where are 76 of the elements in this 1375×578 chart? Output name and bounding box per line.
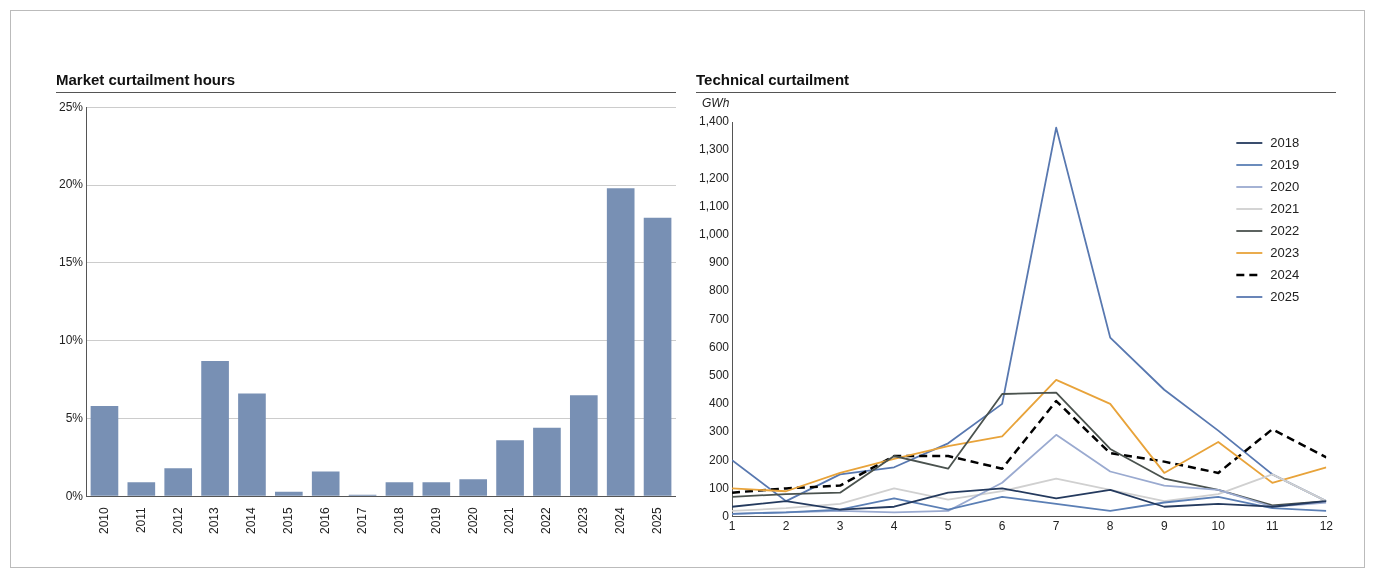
y-tick-label: 1,300 xyxy=(699,142,730,157)
x-tick-label: 2012 xyxy=(170,506,185,535)
line-series xyxy=(732,399,1327,494)
bar xyxy=(90,406,119,496)
bar xyxy=(238,393,266,496)
y-tick-label: 0 xyxy=(722,508,730,523)
bar xyxy=(311,471,340,496)
legend-label: 2019 xyxy=(1270,156,1300,172)
y-tick-label: 300 xyxy=(709,424,730,439)
y-tick-label: 200 xyxy=(709,452,730,467)
legend-label: 2024 xyxy=(1270,266,1300,282)
y-tick-label: 1,100 xyxy=(699,198,730,213)
x-tick-label: 9 xyxy=(1160,519,1168,534)
legend-label: 2023 xyxy=(1270,244,1300,260)
legend-label: 2020 xyxy=(1270,178,1300,194)
x-tick-label: 2021 xyxy=(502,506,517,535)
y-tick-label: 900 xyxy=(709,255,730,270)
bar xyxy=(496,440,524,496)
x-tick-label: 7 xyxy=(1052,519,1060,534)
legend-label: 2018 xyxy=(1270,134,1300,150)
y-tick-label: 0% xyxy=(65,488,84,503)
y-tick-label: 400 xyxy=(709,396,730,411)
x-tick-label: 5 xyxy=(944,519,952,534)
y-tick-label: 1,000 xyxy=(699,227,730,242)
x-tick-label: 2023 xyxy=(576,506,591,535)
x-tick-label: 2 xyxy=(782,519,790,534)
x-tick-label: 2016 xyxy=(318,506,333,535)
y-tick-label: 10% xyxy=(58,332,84,347)
x-tick-label: 2011 xyxy=(133,506,148,534)
y-tick-label: 800 xyxy=(709,283,730,298)
x-tick-label: 2020 xyxy=(465,506,480,535)
y-tick-label: 700 xyxy=(709,311,730,326)
x-tick-label: 2024 xyxy=(613,506,627,535)
chart-title: Technical curtailment xyxy=(696,71,1336,93)
y-tick-label: 15% xyxy=(58,255,84,270)
x-tick-label: 6 xyxy=(998,519,1006,534)
bar xyxy=(606,188,635,496)
bar xyxy=(569,395,598,496)
bar xyxy=(385,482,414,496)
bar xyxy=(422,482,451,496)
bar xyxy=(127,482,156,496)
y-tick-label: 1,400 xyxy=(699,114,730,129)
y-tick-label: 20% xyxy=(58,177,84,192)
x-tick-label: 4 xyxy=(890,519,898,534)
x-tick-label: 2010 xyxy=(96,506,111,535)
x-tick-label: 12 xyxy=(1319,519,1334,534)
y-tick-label: 5% xyxy=(65,410,84,425)
x-tick-label: 11 xyxy=(1266,519,1279,534)
y-tick-label: 500 xyxy=(709,367,730,382)
bar xyxy=(459,479,488,496)
y-tick-label: 100 xyxy=(709,480,730,495)
x-tick-label: 10 xyxy=(1211,519,1226,534)
y-axis-title: GWh xyxy=(702,96,730,111)
x-tick-label: 3 xyxy=(836,519,844,534)
x-tick-label: 2018 xyxy=(391,506,406,535)
bar xyxy=(164,468,193,496)
bar xyxy=(643,217,672,496)
x-tick-label: 2015 xyxy=(281,506,296,535)
x-tick-label: 2022 xyxy=(539,506,554,535)
legend-label: 2025 xyxy=(1270,288,1300,304)
x-tick-label: 2014 xyxy=(244,506,259,535)
legend-label: 2021 xyxy=(1270,200,1300,216)
x-tick-label: 1 xyxy=(728,519,736,534)
x-tick-label: 2013 xyxy=(207,506,222,535)
x-tick-label: 8 xyxy=(1106,519,1114,534)
legend-label: 2022 xyxy=(1270,222,1300,238)
chart-title: Market curtailment hours xyxy=(56,71,676,93)
x-tick-label: 2025 xyxy=(649,506,664,535)
x-tick-label: 2019 xyxy=(428,506,443,535)
bar xyxy=(275,491,303,496)
y-tick-label: 25% xyxy=(58,99,84,114)
bar xyxy=(533,427,561,496)
x-tick-label: 2017 xyxy=(354,506,369,535)
bar xyxy=(201,360,229,496)
y-tick-label: 600 xyxy=(709,339,730,354)
y-tick-label: 1,200 xyxy=(699,170,730,185)
